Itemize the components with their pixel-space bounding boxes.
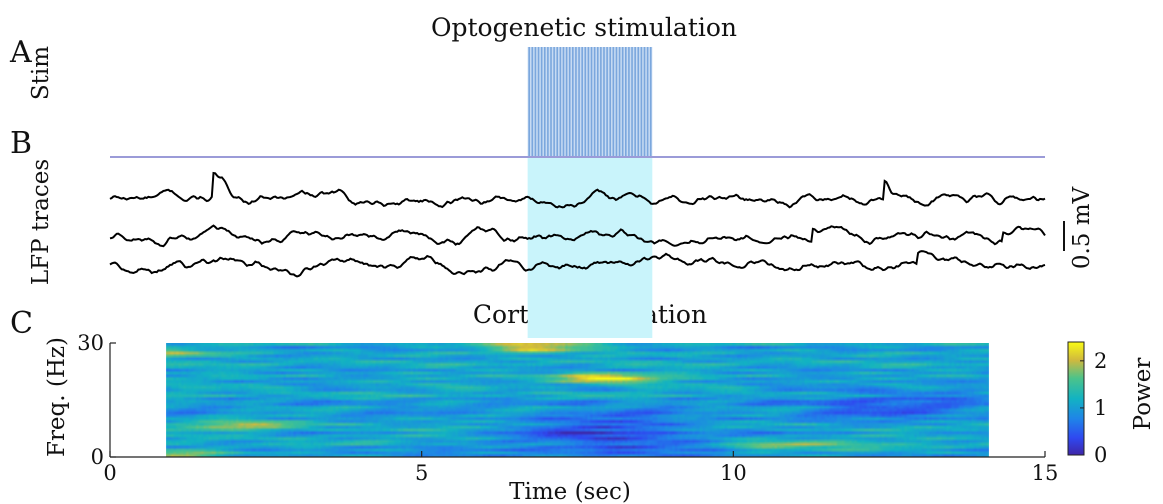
lfp-trace-group: [109, 171, 1046, 278]
colorbar-tick-label: 0: [1094, 443, 1107, 467]
x-tick-label: 15: [1032, 461, 1059, 485]
stim-window-highlight: [527, 158, 653, 338]
lfp-ylabel: LFP traces: [28, 159, 54, 285]
panel-label-c: C: [10, 306, 33, 341]
x-tick-label: 0: [103, 461, 116, 485]
colorbar-ticks: 0 1 2: [1080, 349, 1107, 467]
stim-title: Optogenetic stimulation: [431, 13, 737, 42]
lfp-trace-2: [109, 224, 1046, 248]
lfp-trace-3: [109, 250, 1046, 278]
stim-pulse-background: [527, 47, 653, 157]
y-tick-label: 30: [77, 331, 104, 355]
colorbar-tick-label: 2: [1094, 349, 1107, 373]
panel-label-b: B: [10, 126, 32, 161]
heatmap-ylabel: Freq. (Hz): [44, 337, 70, 457]
colorbar-tick-label: 1: [1094, 396, 1107, 420]
scale-bar-label: 0.5 mV: [1069, 186, 1095, 269]
y-tick-label: 0: [91, 445, 104, 469]
lfp-trace-1: [109, 171, 1046, 209]
heatmap-xlabel: Time (sec): [509, 479, 631, 504]
colorbar: [1067, 341, 1085, 456]
heatmap-image: [166, 343, 989, 457]
stim-pulse-train: [527, 47, 653, 157]
x-tick-label: 5: [415, 461, 428, 485]
x-tick-label: 10: [720, 461, 747, 485]
colorbar-label: Power: [1130, 358, 1156, 431]
panel-label-a: A: [9, 35, 32, 70]
stim-ylabel: Stim: [28, 46, 54, 100]
heatmap-axes: 0 5 10 15 0 30: [77, 331, 1058, 485]
